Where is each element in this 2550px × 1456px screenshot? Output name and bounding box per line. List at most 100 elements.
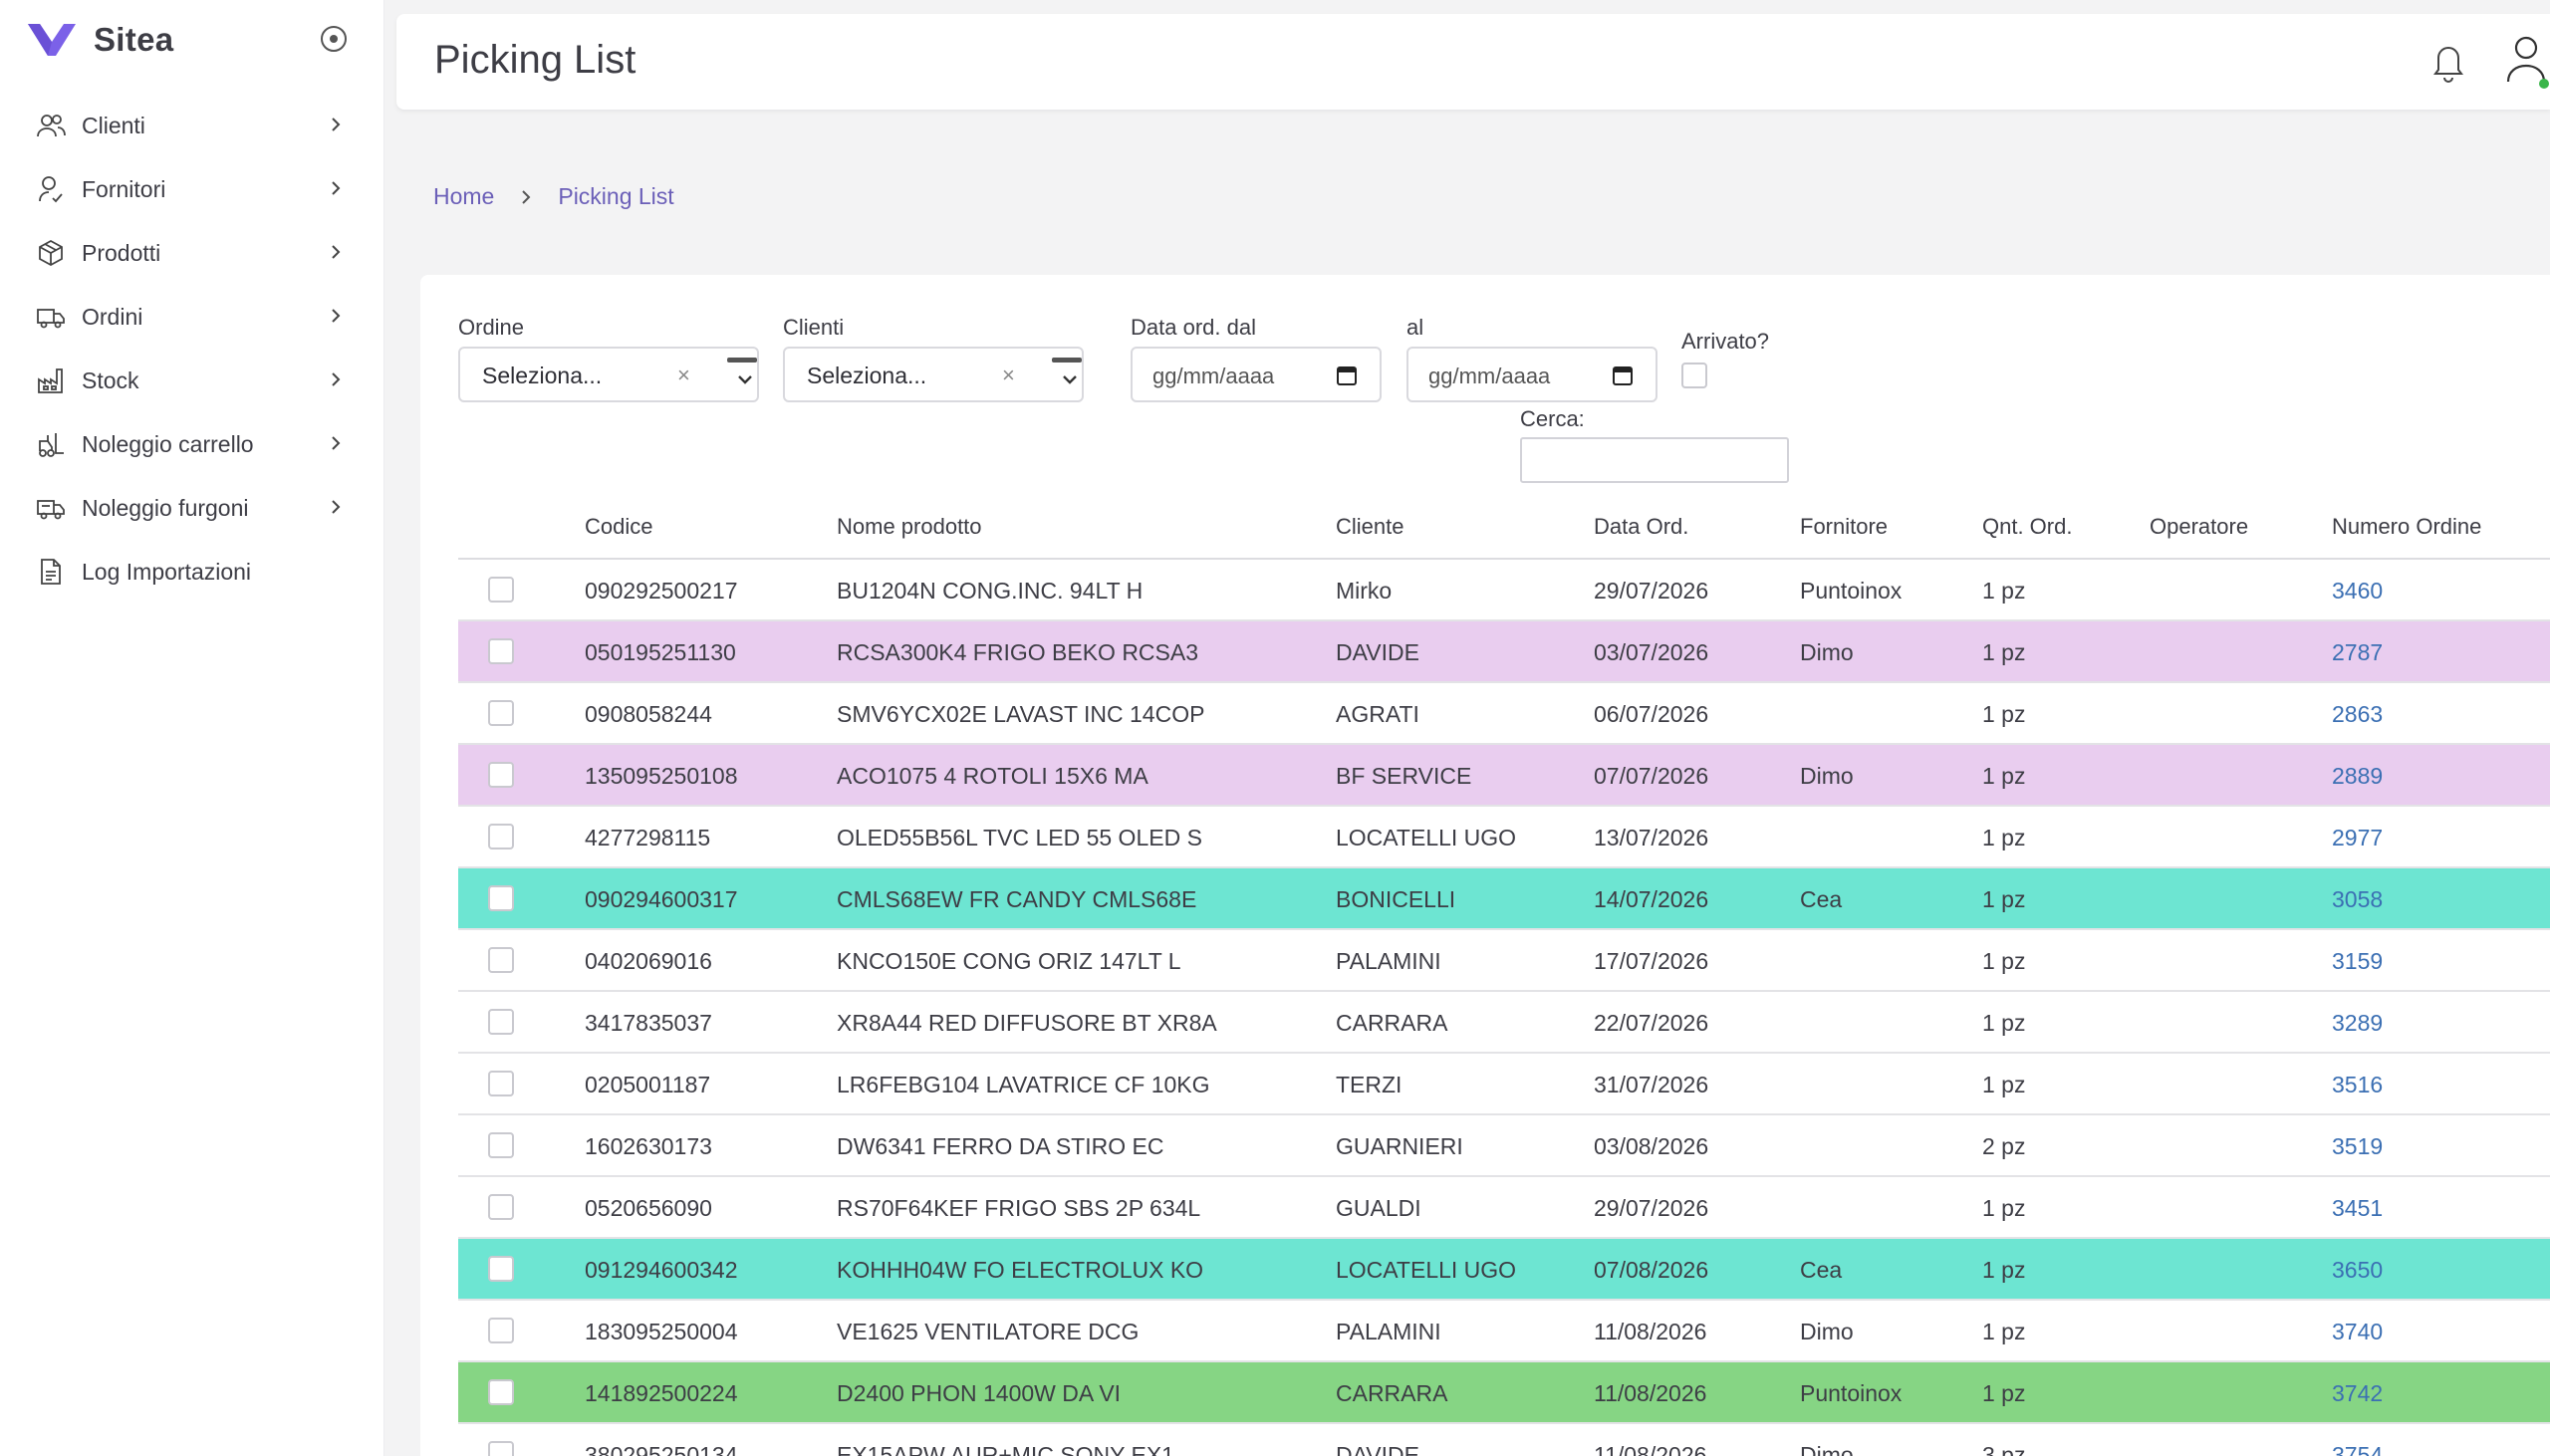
breadcrumb-home-link[interactable]: Home — [433, 183, 495, 209]
row-checkbox[interactable] — [488, 1379, 514, 1405]
row-checkbox[interactable] — [488, 1009, 514, 1035]
row-checkbox[interactable] — [488, 1071, 514, 1096]
cell-qnt-ord: 1 pz — [1982, 1257, 2026, 1283]
table-row[interactable]: 135095250108 ACO1075 4 ROTOLI 15X6 MA BF S… — [458, 745, 2550, 807]
cell-nome-prodotto: OLED55B56L TVC LED 55 OLED S — [837, 825, 1202, 850]
order-number-link[interactable]: 3754 — [2332, 1442, 2384, 1456]
order-number-link[interactable]: 2977 — [2332, 825, 2384, 850]
cell-cliente: Mirko — [1336, 578, 1393, 604]
data-al-label: al — [1406, 315, 1424, 340]
order-number-link[interactable]: 2787 — [2332, 639, 2384, 665]
calendar-icon[interactable] — [1336, 364, 1358, 386]
brand-name: Sitea — [94, 21, 174, 58]
clear-icon[interactable]: × — [1002, 363, 1015, 387]
order-number-link[interactable]: 3519 — [2332, 1133, 2384, 1159]
row-checkbox[interactable] — [488, 638, 514, 664]
table-row[interactable]: 380295250134 EX15APW AUR+MIC SONY EX1 DAVI… — [458, 1424, 2550, 1456]
bell-icon[interactable] — [2428, 40, 2468, 84]
cell-cliente: PALAMINI — [1336, 948, 1441, 974]
column-header-codice[interactable]: Codice — [585, 514, 653, 539]
column-header-cliente[interactable]: Cliente — [1336, 514, 1404, 539]
clear-icon[interactable]: × — [677, 363, 690, 387]
search-input[interactable] — [1520, 437, 1789, 483]
cell-data-ord: 29/07/2026 — [1594, 578, 1709, 604]
cell-qnt-ord: 1 pz — [1982, 763, 2026, 789]
table-row[interactable]: 091294600342 KOHHH04W FO ELECTROLUX KO LOC… — [458, 1239, 2550, 1301]
table-row[interactable]: 050195251130 RCSA300K4 FRIGO BEKO RCSA3 DA… — [458, 621, 2550, 683]
cell-codice: 0520656090 — [585, 1195, 712, 1221]
row-checkbox[interactable] — [488, 1441, 514, 1456]
row-checkbox[interactable] — [488, 700, 514, 726]
ordine-select[interactable]: Seleziona... × — [458, 347, 759, 402]
cell-cliente: DAVIDE — [1336, 1442, 1419, 1456]
row-checkbox[interactable] — [488, 1318, 514, 1343]
table-row[interactable]: 1602630173 DW6341 FERRO DA STIRO EC GUARNI… — [458, 1115, 2550, 1177]
column-header-nome-prodotto[interactable]: Nome prodotto — [837, 514, 982, 539]
chevron-down-icon[interactable] — [725, 357, 759, 392]
table-row[interactable]: 4277298115 OLED55B56L TVC LED 55 OLED S LO… — [458, 807, 2550, 868]
cell-fornitore: Cea — [1800, 886, 1843, 912]
table-row[interactable]: 090292500217 BU1204N CONG.INC. 94LT H Mirk… — [458, 560, 2550, 621]
table-row[interactable]: 0908058244 SMV6YCX02E LAVAST INC 14COP AGR… — [458, 683, 2550, 745]
order-number-link[interactable]: 3058 — [2332, 886, 2384, 912]
table-row[interactable]: 0402069016 KNCO150E CONG ORIZ 147LT L PALA… — [458, 930, 2550, 992]
order-number-link[interactable]: 3159 — [2332, 948, 2384, 974]
row-checkbox[interactable] — [488, 762, 514, 788]
sidebar-item-log-importazioni[interactable]: Log Importazioni — [0, 540, 384, 604]
sidebar-item-clienti[interactable]: Clienti — [0, 94, 384, 157]
row-checkbox[interactable] — [488, 577, 514, 603]
brand[interactable]: Sitea — [26, 18, 173, 62]
order-number-link[interactable]: 3460 — [2332, 578, 2384, 604]
table-row[interactable]: 0520656090 RS70F64KEF FRIGO SBS 2P 634L GU… — [458, 1177, 2550, 1239]
sidebar-item-prodotti[interactable]: Prodotti — [0, 221, 384, 285]
row-checkbox[interactable] — [488, 1132, 514, 1158]
column-header-numero-ordine[interactable]: Numero Ordine — [2332, 514, 2482, 539]
breadcrumb-current: Picking List — [558, 183, 674, 209]
column-header-operatore[interactable]: Operatore — [2150, 514, 2249, 539]
order-number-link[interactable]: 3740 — [2332, 1319, 2384, 1344]
row-checkbox[interactable] — [488, 1194, 514, 1220]
sidebar-item-noleggio-carrello[interactable]: Noleggio carrello — [0, 412, 384, 476]
row-checkbox[interactable] — [488, 824, 514, 849]
sidebar-item-noleggio-furgoni[interactable]: Noleggio furgoni — [0, 476, 384, 540]
order-number-link[interactable]: 3650 — [2332, 1257, 2384, 1283]
sidebar-item-label: Clienti — [82, 112, 145, 138]
cell-data-ord: 07/08/2026 — [1594, 1257, 1709, 1283]
sidebar-item-ordini[interactable]: Ordini — [0, 285, 384, 349]
cell-nome-prodotto: DW6341 FERRO DA STIRO EC — [837, 1133, 1164, 1159]
data-al-input[interactable]: gg/mm/aaaa — [1406, 347, 1658, 402]
table-row[interactable]: 3417835037 XR8A44 RED DIFFUSORE BT XR8A CA… — [458, 992, 2550, 1054]
user-avatar-icon[interactable] — [2506, 34, 2550, 90]
row-checkbox[interactable] — [488, 1256, 514, 1282]
row-checkbox[interactable] — [488, 947, 514, 973]
order-number-link[interactable]: 2863 — [2332, 701, 2384, 727]
order-number-link[interactable]: 3742 — [2332, 1380, 2384, 1406]
picking-list-card: Ordine Seleziona... × Clienti Seleziona.… — [420, 275, 2550, 1456]
sidebar-item-fornitori[interactable]: Fornitori — [0, 157, 384, 221]
arrivato-checkbox[interactable] — [1681, 363, 1707, 388]
cell-data-ord: 07/07/2026 — [1594, 763, 1709, 789]
table-row[interactable]: 141892500224 D2400 PHON 1400W DA VI CARRAR… — [458, 1362, 2550, 1424]
column-header-fornitore[interactable]: Fornitore — [1800, 514, 1889, 539]
chevron-right-icon — [332, 500, 341, 514]
order-number-link[interactable]: 3451 — [2332, 1195, 2384, 1221]
calendar-icon[interactable] — [1612, 364, 1634, 386]
topbar: Picking List — [396, 14, 2550, 110]
cell-qnt-ord: 3 pz — [1982, 1442, 2026, 1456]
order-number-link[interactable]: 3516 — [2332, 1072, 2384, 1097]
chevron-down-icon[interactable] — [1050, 357, 1084, 392]
table-row[interactable]: 090294600317 CMLS68EW FR CANDY CMLS68E BON… — [458, 868, 2550, 930]
column-header-data-ord[interactable]: Data Ord. — [1594, 514, 1689, 539]
order-number-link[interactable]: 3289 — [2332, 1010, 2384, 1036]
order-number-link[interactable]: 2889 — [2332, 763, 2384, 789]
clienti-select[interactable]: Seleziona... × — [783, 347, 1084, 402]
table-row[interactable]: 0205001187 LR6FEBG104 LAVATRICE CF 10KG TE… — [458, 1054, 2550, 1115]
column-header-qnt-ord[interactable]: Qnt. Ord. — [1982, 514, 2073, 539]
cell-data-ord: 29/07/2026 — [1594, 1195, 1709, 1221]
sidebar-item-stock[interactable]: Stock — [0, 349, 384, 412]
data-dal-input[interactable]: gg/mm/aaaa — [1131, 347, 1382, 402]
chevron-right-icon — [522, 189, 531, 204]
sidebar-toggle-icon[interactable] — [319, 24, 349, 54]
row-checkbox[interactable] — [488, 885, 514, 911]
table-row[interactable]: 183095250004 VE1625 VENTILATORE DCG PALAMI… — [458, 1301, 2550, 1362]
